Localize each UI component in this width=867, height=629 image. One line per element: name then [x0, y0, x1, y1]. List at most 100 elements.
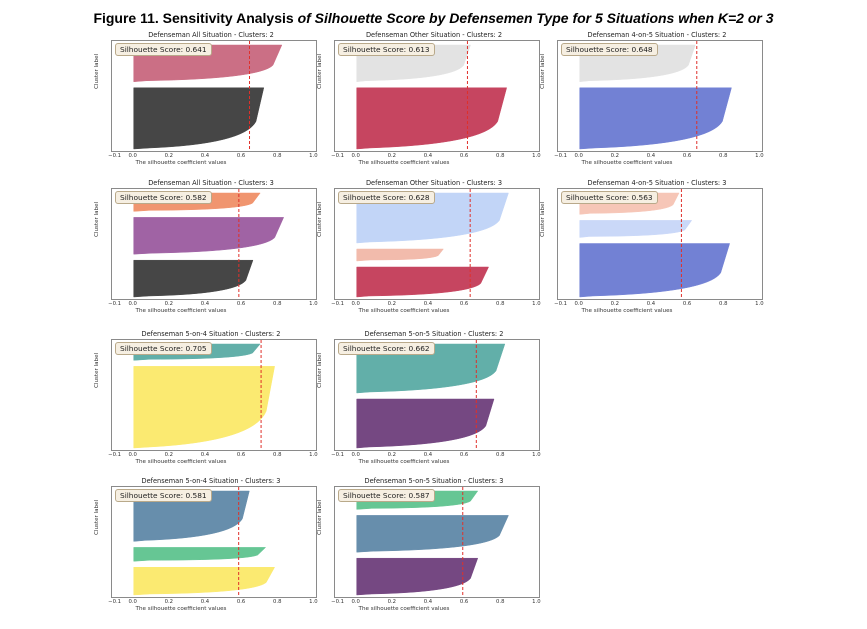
plot-area: Silhouette Score: 0.705: [111, 339, 317, 451]
cluster-2-silhouette: [356, 515, 509, 553]
x-tick-label: 0.2: [387, 153, 397, 159]
panel-title: Defenseman 5-on-5 Situation - Clusters: …: [364, 330, 504, 338]
cluster-1-silhouette: [579, 243, 731, 298]
x-tick-label: 0.8: [496, 301, 505, 307]
silhouette-score-badge: Silhouette Score: 0.563: [561, 191, 658, 204]
x-tick-label: −0.1: [108, 599, 122, 605]
x-tick-label: 0.8: [273, 153, 282, 159]
x-tick-label: 0.0: [351, 452, 360, 458]
silhouette-panel: Defenseman All Situation - Clusters: 312…: [94, 179, 325, 321]
x-tick-label: 0.0: [351, 599, 360, 605]
x-tick-label: 0.8: [273, 599, 282, 605]
panel-title: Defenseman Other Situation - Clusters: 3: [365, 179, 503, 187]
x-tick-label: 0.8: [719, 153, 728, 159]
x-axis-label: The silhouette coefficient values: [358, 459, 450, 465]
x-tick-label: 0.0: [128, 599, 137, 605]
x-tick-label: 0.6: [236, 599, 246, 605]
x-tick-label: 0.2: [164, 301, 174, 307]
cluster-1-silhouette: [356, 87, 507, 150]
figure-title-prefix: Figure 11. Sensitivity Analysis: [93, 10, 298, 26]
x-tick-label: 0.4: [200, 599, 210, 605]
x-axis-label: The silhouette coefficient values: [135, 160, 227, 166]
silhouette-score-badge: Silhouette Score: 0.613: [338, 43, 435, 56]
plot-area: Silhouette Score: 0.563: [557, 188, 763, 300]
plot-area: Silhouette Score: 0.581: [111, 486, 317, 598]
panel-title: Defenseman All Situation - Clusters: 3: [148, 179, 274, 187]
x-tick-label: 0.0: [128, 452, 137, 458]
x-tick-label: −0.1: [331, 301, 345, 307]
x-tick-label: −0.1: [554, 301, 568, 307]
x-tick-label: 0.4: [200, 452, 210, 458]
silhouette-score-badge: Silhouette Score: 0.581: [115, 489, 212, 502]
x-tick-label: −0.1: [554, 153, 568, 159]
x-tick-label: 0.6: [459, 452, 469, 458]
figure-title: Figure 11. Sensitivity Analysis of Silho…: [0, 10, 867, 26]
x-tick-label: 0.4: [423, 301, 433, 307]
x-tick-label: 0.2: [387, 599, 397, 605]
cluster-2-silhouette: [356, 343, 506, 394]
x-tick-label: 0.2: [164, 153, 174, 159]
panel-title: Defenseman 5-on-5 Situation - Clusters: …: [364, 477, 504, 485]
silhouette-panel: Defenseman 4-on-5 Situation - Clusters: …: [540, 179, 771, 321]
figure-title-italic: of Silhouette Score by Defensemen Type f…: [297, 10, 774, 26]
cluster-3-silhouette: [133, 490, 250, 542]
silhouette-svg: [133, 41, 283, 151]
x-tick-label: 0.4: [423, 452, 433, 458]
x-tick-label: 0.2: [387, 452, 397, 458]
cluster-2-silhouette: [133, 217, 285, 255]
x-tick-label: 0.6: [236, 301, 246, 307]
x-tick-label: −0.1: [108, 301, 122, 307]
x-axis-ticks: −0.1 0.0 0.2 0.4 0.6 0.8 1.0: [108, 153, 317, 161]
x-tick-label: 0.2: [164, 452, 174, 458]
x-tick-label: 0.4: [423, 153, 433, 159]
x-tick-label: −0.1: [108, 153, 122, 159]
x-tick-label: 0.4: [646, 301, 656, 307]
silhouette-score-badge: Silhouette Score: 0.648: [561, 43, 658, 56]
x-axis-ticks: −0.1 0.0 0.2 0.4 0.6 0.8 1.0: [331, 153, 540, 161]
x-tick-label: 1.0: [532, 301, 541, 307]
x-tick-label: 0.8: [496, 452, 505, 458]
x-tick-label: 0.4: [200, 301, 210, 307]
x-tick-label: 0.2: [610, 153, 620, 159]
cluster-1-silhouette: [356, 557, 479, 596]
silhouette-panel: Defenseman 4-on-5 Situation - Clusters: …: [540, 31, 771, 173]
x-tick-label: 1.0: [755, 301, 764, 307]
x-axis-ticks: −0.1 0.0 0.2 0.4 0.6 0.8 1.0: [331, 452, 540, 460]
x-axis-label: The silhouette coefficient values: [358, 160, 450, 166]
x-tick-label: 0.6: [682, 153, 692, 159]
x-tick-label: 1.0: [532, 599, 541, 605]
cluster-1-silhouette: [133, 366, 275, 449]
silhouette-svg: [579, 41, 732, 151]
cluster-1-silhouette: [133, 567, 276, 596]
x-tick-label: 0.8: [719, 301, 728, 307]
x-tick-label: 0.4: [646, 153, 656, 159]
silhouette-svg: [356, 41, 507, 151]
x-tick-label: 0.8: [273, 452, 282, 458]
x-tick-label: 1.0: [755, 153, 764, 159]
x-tick-label: 0.6: [459, 153, 469, 159]
x-tick-label: 0.6: [682, 301, 692, 307]
x-axis-ticks: −0.1 0.0 0.2 0.4 0.6 0.8 1.0: [108, 599, 317, 607]
x-tick-label: −0.1: [331, 599, 345, 605]
plot-area: Silhouette Score: 0.582: [111, 188, 317, 300]
x-axis-ticks: −0.1 0.0 0.2 0.4 0.6 0.8 1.0: [554, 301, 764, 309]
x-tick-label: 0.0: [128, 301, 137, 307]
x-tick-label: 0.8: [496, 153, 505, 159]
x-tick-label: 0.8: [496, 599, 505, 605]
cluster-1-silhouette: [133, 87, 265, 150]
cluster-2-silhouette: [133, 547, 267, 562]
cluster-2-silhouette: [356, 248, 444, 262]
panel-title: Defenseman All Situation - Clusters: 2: [148, 31, 274, 39]
x-axis-label: The silhouette coefficient values: [581, 160, 673, 166]
x-tick-label: 0.6: [459, 301, 469, 307]
x-tick-label: 0.0: [574, 153, 583, 159]
x-axis-label: The silhouette coefficient values: [135, 459, 227, 465]
x-tick-label: −0.1: [108, 452, 122, 458]
silhouette-panel: Defenseman Other Situation - Clusters: 2…: [317, 31, 548, 173]
panel-title: Defenseman 5-on-4 Situation - Clusters: …: [141, 477, 281, 485]
x-tick-label: 1.0: [309, 452, 318, 458]
x-tick-label: 0.4: [200, 153, 210, 159]
panel-title: Defenseman 4-on-5 Situation - Clusters: …: [587, 31, 727, 39]
x-axis-ticks: −0.1 0.0 0.2 0.4 0.6 0.8 1.0: [554, 153, 764, 161]
plot-area: Silhouette Score: 0.587: [334, 486, 540, 598]
